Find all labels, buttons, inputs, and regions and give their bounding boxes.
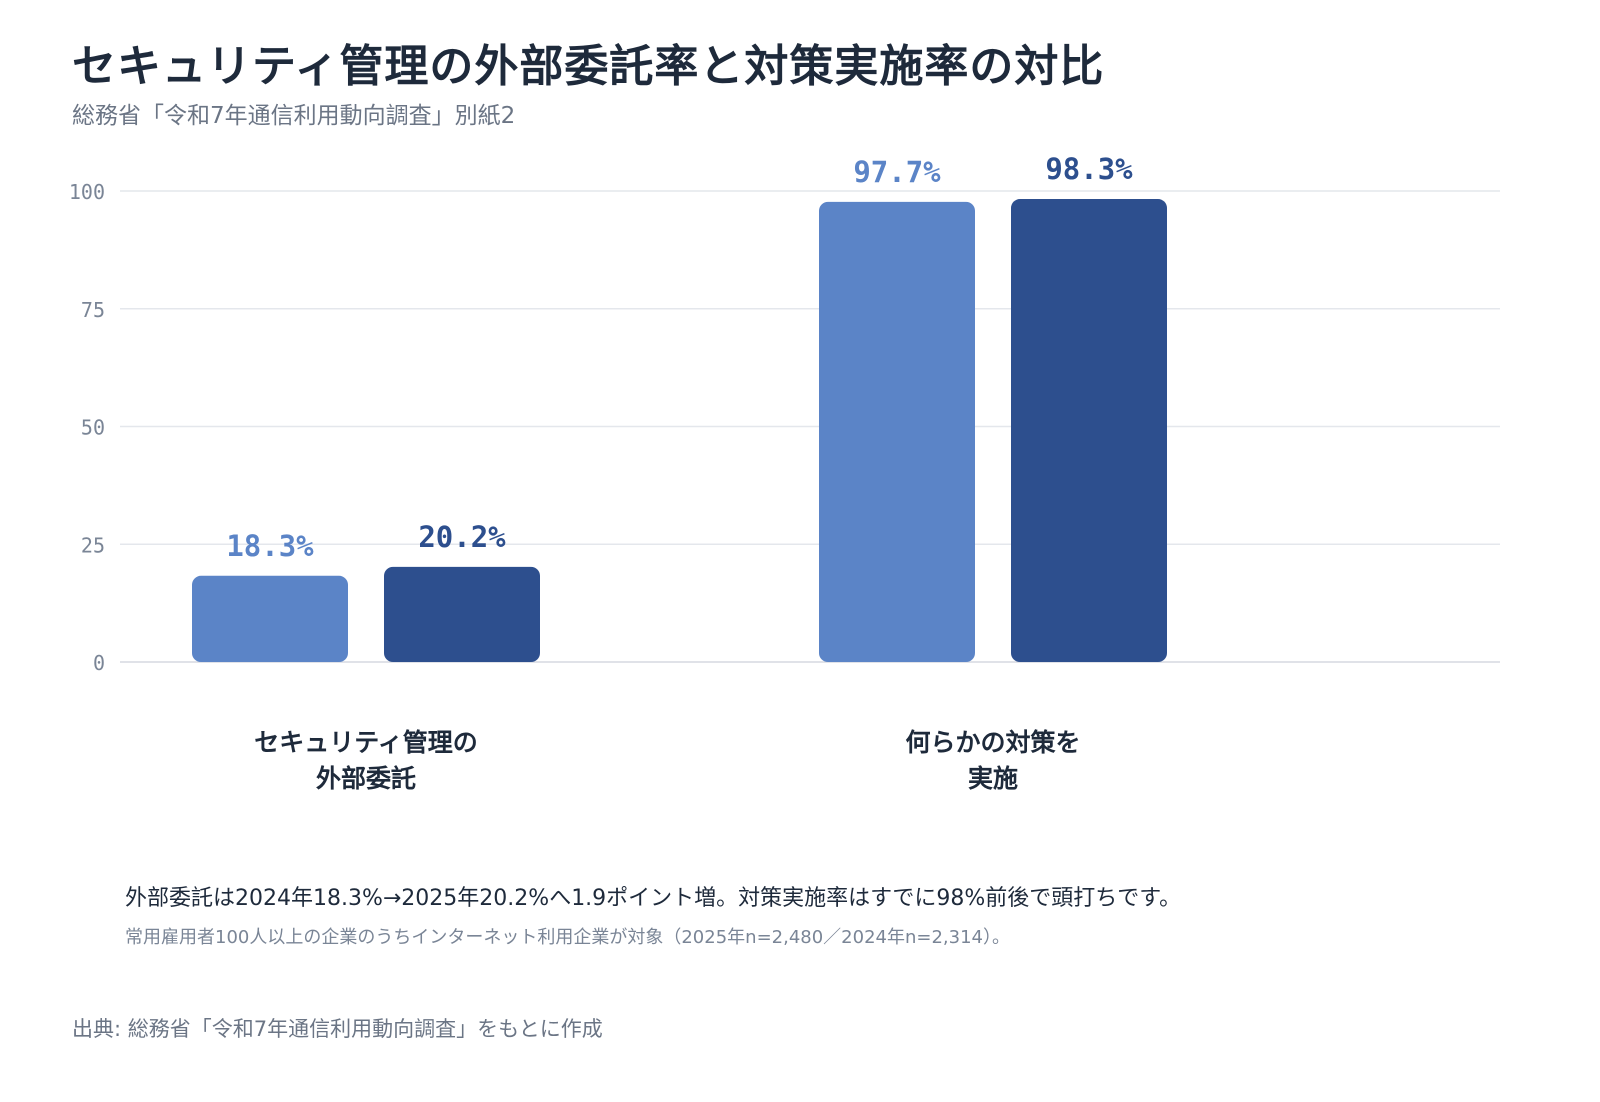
data-label: 20.2%: [418, 520, 506, 554]
x-tick-label: 2025年: [428, 679, 496, 680]
y-tick-label: 0: [93, 651, 105, 675]
note-main: 外部委託は2024年18.3%→2025年20.2%へ1.9ポイント増。対策実施…: [125, 886, 1182, 911]
x-tick-label: 2024年: [236, 679, 304, 680]
y-tick-label: 25: [81, 533, 105, 557]
x-tick-label: 2025年: [1055, 679, 1123, 680]
bar-chart: 0 25 50 75 100 18.3% 2024年 20.2% 2025年 97.7% 2024年…: [69, 152, 1500, 680]
note-sub: 常用雇用者100人以上の企業のうちインターネット利用企業が対象（2025年n=2…: [125, 927, 1011, 948]
x-tick-label: 2024年: [863, 679, 931, 680]
data-label: 98.3%: [1045, 152, 1133, 186]
category-label-outsourcing: セキュリティ管理の 外部委託: [254, 728, 478, 793]
y-tick-label: 100: [69, 180, 105, 204]
bar: [384, 566, 540, 662]
source-note: 出典: 総務省「令和7年通信利用動向調査」をもとに作成: [72, 1017, 603, 1041]
chart-subtitle: 総務省「令和7年通信利用動向調査」別紙2: [72, 103, 516, 129]
bar: [1011, 199, 1167, 662]
data-label: 97.7%: [853, 155, 941, 189]
category-label-measures: 何らかの対策を 実施: [905, 728, 1081, 793]
chart-title: セキュリティ管理の外部委託率と対策実施率の対比: [72, 41, 1105, 92]
bar: [819, 201, 975, 662]
y-tick-label: 75: [81, 298, 105, 322]
data-label: 18.3%: [226, 529, 314, 563]
y-tick-label: 50: [81, 416, 105, 440]
bar: [192, 575, 348, 662]
